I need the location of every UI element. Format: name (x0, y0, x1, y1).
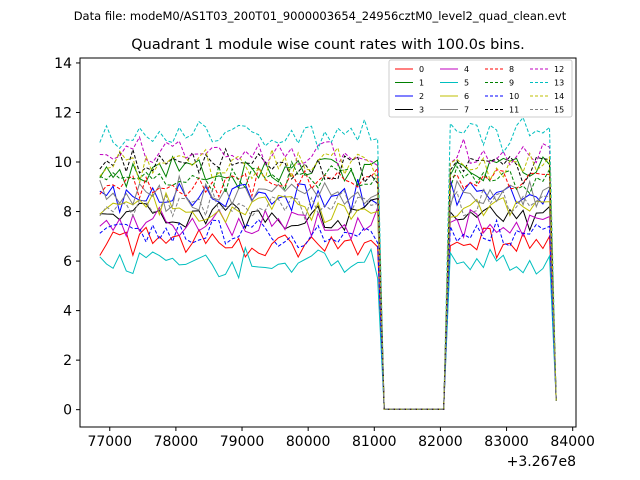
series-line-7 (99, 174, 557, 410)
legend-box (388, 59, 573, 118)
legend-label-13: 13 (554, 79, 564, 88)
y-tick-label: 10 (54, 155, 72, 171)
legend-label-3: 3 (419, 106, 424, 115)
x-tick-label: 83000 (484, 434, 529, 450)
axes-frame (79, 57, 577, 428)
series-line-11 (99, 147, 557, 410)
series-line-0 (99, 226, 557, 410)
x-tick-label: 78000 (154, 434, 199, 450)
legend-label-11: 11 (509, 106, 519, 115)
y-tick-label: 2 (63, 353, 72, 369)
series-line-4 (99, 206, 557, 410)
x-axis: 77000 78000 79000 80000 81000 82000 83000 84000 (87, 427, 595, 450)
y-tick-label: 0 (63, 403, 72, 419)
legend-label-0: 0 (419, 65, 424, 74)
series-line-3 (99, 197, 557, 410)
legend-label-4: 4 (464, 65, 469, 74)
series-line-10 (99, 218, 557, 410)
y-tick-label: 8 (63, 205, 72, 221)
x-tick-label: 79000 (220, 434, 265, 450)
x-tick-label: 84000 (550, 434, 595, 450)
legend-label-7: 7 (464, 106, 469, 115)
legend-label-14: 14 (554, 92, 564, 101)
x-tick-label: 77000 (87, 434, 132, 450)
x-tick-label: 81000 (352, 434, 397, 450)
legend-label-15: 15 (554, 106, 564, 115)
chart-suptitle: Data file: modeM0/AS1T03_200T01_90000036… (74, 9, 567, 23)
y-tick-label: 6 (63, 254, 72, 270)
series-line-15 (99, 186, 557, 410)
legend-label-10: 10 (509, 92, 519, 101)
y-tick-label: 14 (54, 56, 72, 72)
plot-area (79, 57, 577, 428)
series-line-9 (99, 160, 557, 410)
x-axis-offset-label: +3.267e8 (507, 454, 576, 470)
chart-title: Quadrant 1 module wise count rates with … (131, 37, 525, 53)
series-line-6 (99, 191, 557, 410)
series-lines (99, 116, 557, 410)
legend-label-1: 1 (419, 79, 424, 88)
legend-label-5: 5 (464, 79, 469, 88)
y-tick-label: 12 (54, 105, 72, 121)
legend-label-2: 2 (419, 92, 424, 101)
series-line-8 (99, 165, 557, 410)
legend-label-9: 9 (509, 79, 514, 88)
series-line-12 (99, 135, 557, 410)
y-tick-label: 4 (63, 304, 72, 320)
y-axis: 0 2 4 6 8 10 12 14 (54, 56, 80, 419)
series-line-5 (99, 245, 557, 410)
x-tick-label: 80000 (286, 434, 331, 450)
series-line-13 (99, 116, 557, 410)
legend-label-8: 8 (509, 65, 514, 74)
series-line-14 (99, 146, 557, 410)
legend-label-12: 12 (554, 65, 564, 74)
legend-label-6: 6 (464, 92, 469, 101)
x-tick-label: 82000 (418, 434, 463, 450)
